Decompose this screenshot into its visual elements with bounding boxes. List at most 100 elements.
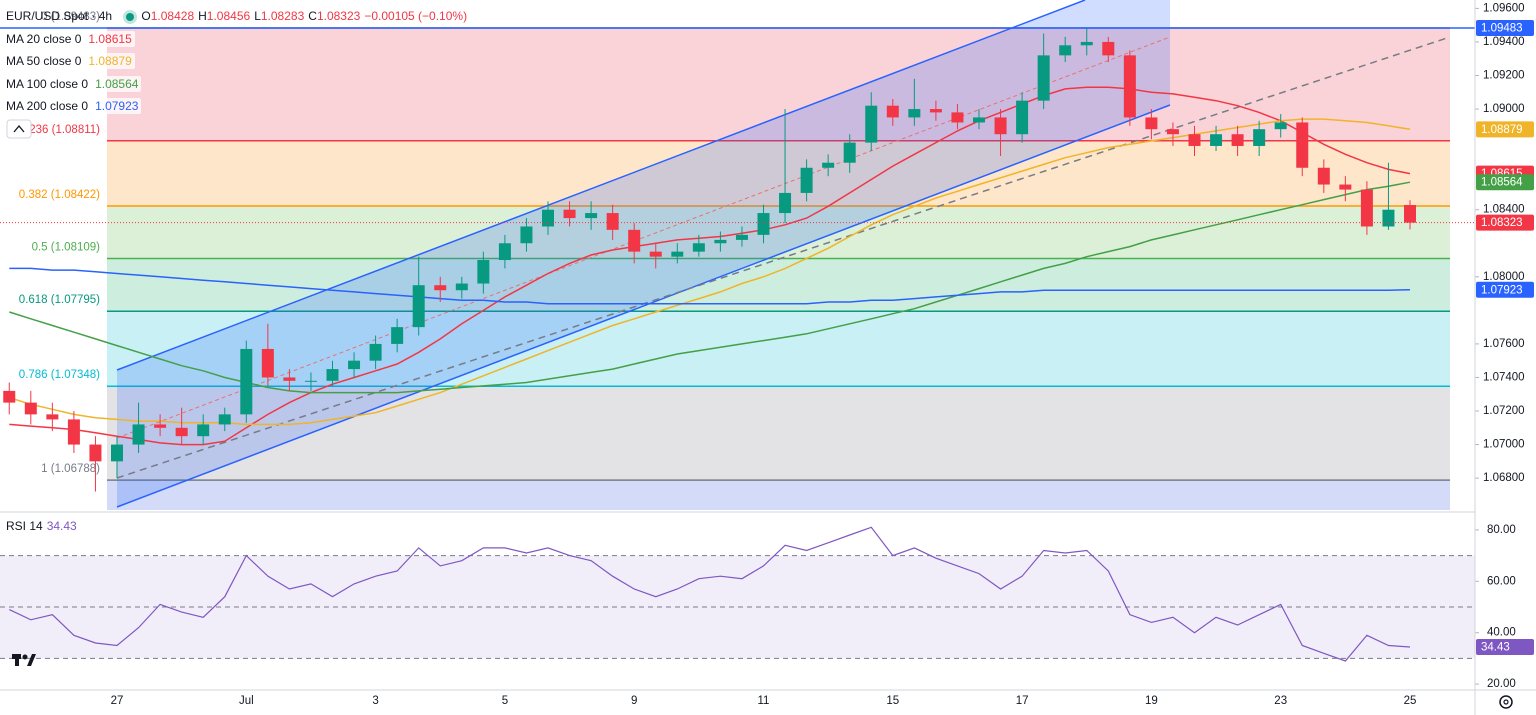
x-tick-label: 23 <box>1274 695 1287 707</box>
candle-body <box>606 213 619 230</box>
hline-price-tag-box <box>1476 20 1534 37</box>
ohlc-item: H1.08456 <box>198 9 250 23</box>
candle-body <box>304 380 317 382</box>
rsi-value-tag-box <box>1476 639 1534 656</box>
candle-body <box>563 209 576 219</box>
candle-body <box>261 348 274 378</box>
logo-part <box>27 654 36 666</box>
candle-body <box>132 424 145 445</box>
candle-body <box>240 348 253 415</box>
candle-body <box>67 419 80 445</box>
candle-body <box>1360 189 1373 227</box>
marks <box>0 27 1475 662</box>
candle-body <box>951 112 964 123</box>
x-tick-label: 27 <box>111 695 124 707</box>
x-tick-label: 5 <box>502 695 508 707</box>
candle-body <box>865 105 878 143</box>
candle-body <box>89 444 102 462</box>
y-tick-label: 1.07600 <box>1483 338 1525 350</box>
candle-body <box>369 343 382 361</box>
fib-label: 0.236 (1.08811) <box>20 124 101 136</box>
fib-label: 0 (1.09483) <box>41 11 100 23</box>
legend: EUR/USD Spot · 4h O1.08428 H1.08456 L1.082… <box>6 6 471 119</box>
candle-body <box>1253 129 1266 146</box>
candle-body <box>326 369 339 381</box>
ma-name: MA 50 close 0 <box>6 54 82 68</box>
candle-body <box>735 234 748 240</box>
x-tick-label: 17 <box>1016 695 1029 707</box>
collapse-chevron[interactable] <box>13 124 25 133</box>
candle-body <box>3 390 16 403</box>
drawings <box>116 0 1451 508</box>
candle-body <box>886 105 899 118</box>
fib-zone <box>107 386 1450 481</box>
candle-body <box>283 377 296 381</box>
candle-body <box>628 229 641 252</box>
x-tick-label: 3 <box>372 695 378 707</box>
candle-body <box>1145 117 1158 130</box>
legend-title-row: EUR/USD Spot · 4h O1.08428 H1.08456 L1.082… <box>6 6 471 29</box>
candle-body <box>348 360 361 370</box>
y-tick-label: 1.06800 <box>1483 472 1525 484</box>
candle-body <box>197 424 210 437</box>
candle-body <box>477 260 490 284</box>
candle-body <box>1382 209 1395 227</box>
collapse-button[interactable] <box>6 119 32 139</box>
candle-body <box>973 117 985 123</box>
logo <box>12 654 36 666</box>
x-tick-label: 19 <box>1145 695 1158 707</box>
x-tick-label: 9 <box>631 695 637 707</box>
moving-average <box>9 86 1411 446</box>
moving-average <box>9 118 1411 426</box>
gear-hub[interactable] <box>1503 699 1509 705</box>
y-tick-label: 1.07000 <box>1483 439 1525 451</box>
moving-average <box>9 267 1411 305</box>
y-tick-label: 1.09200 <box>1483 70 1525 82</box>
rsi-value: 34.43 <box>46 519 77 533</box>
ma-name: MA 200 close 0 <box>6 99 89 113</box>
fib-label: 0.382 (1.08422) <box>19 189 100 201</box>
candle-body <box>757 213 770 235</box>
candle-body <box>649 251 662 257</box>
ohlc-label: C <box>308 9 317 23</box>
candle-body <box>929 109 942 113</box>
settings-icon[interactable] <box>1499 695 1513 709</box>
channel-middle <box>116 36 1171 439</box>
ohlc-item: L1.08283 <box>254 9 304 23</box>
rsi-legend-row: RSI 14 34.43 <box>6 516 81 539</box>
fib-zone <box>107 28 1450 141</box>
candle-body <box>434 285 447 291</box>
rsi-y-tick-label: 60.00 <box>1487 575 1516 587</box>
x-tick-label: Jul <box>239 695 254 707</box>
channel-upper <box>116 0 1086 371</box>
candle-body <box>391 327 404 344</box>
ohlc-value: 1.08428 <box>150 9 195 23</box>
y-tick-label: 1.09600 <box>1483 2 1525 14</box>
fib-zone <box>107 140 1450 207</box>
rsi-line <box>9 526 1411 662</box>
market-status <box>126 12 135 21</box>
candle-body <box>843 142 856 163</box>
candle-body <box>24 402 37 415</box>
ohlc-value: 1.08456 <box>206 9 251 23</box>
candle-body <box>1037 55 1050 101</box>
ohlc-item: O1.08428 <box>141 9 194 23</box>
collapse-box[interactable] <box>6 119 32 139</box>
ma-legend-row: MA 200 close 0 1.07923 <box>6 96 471 119</box>
ma-price-tag-box <box>1476 121 1534 138</box>
candle-body <box>1404 205 1416 223</box>
ma-price-tag-box <box>1476 174 1534 191</box>
ohlc-label: O <box>141 9 151 23</box>
rsi-y-tick-label: 40.00 <box>1487 627 1516 639</box>
ma-value: 1.08564 <box>92 75 142 92</box>
fib-label: 0.786 (1.07348) <box>19 369 100 381</box>
symbol-title: EUR/USD Spot · 4h <box>6 9 113 23</box>
ohlc-value: 1.08323 <box>316 9 361 23</box>
gear[interactable] <box>1499 695 1513 709</box>
ma-value: 1.08879 <box>85 53 135 69</box>
candle-body <box>1231 134 1244 146</box>
trend-line <box>116 36 1451 479</box>
candle-body <box>671 251 684 257</box>
fib-zone <box>107 480 1450 510</box>
